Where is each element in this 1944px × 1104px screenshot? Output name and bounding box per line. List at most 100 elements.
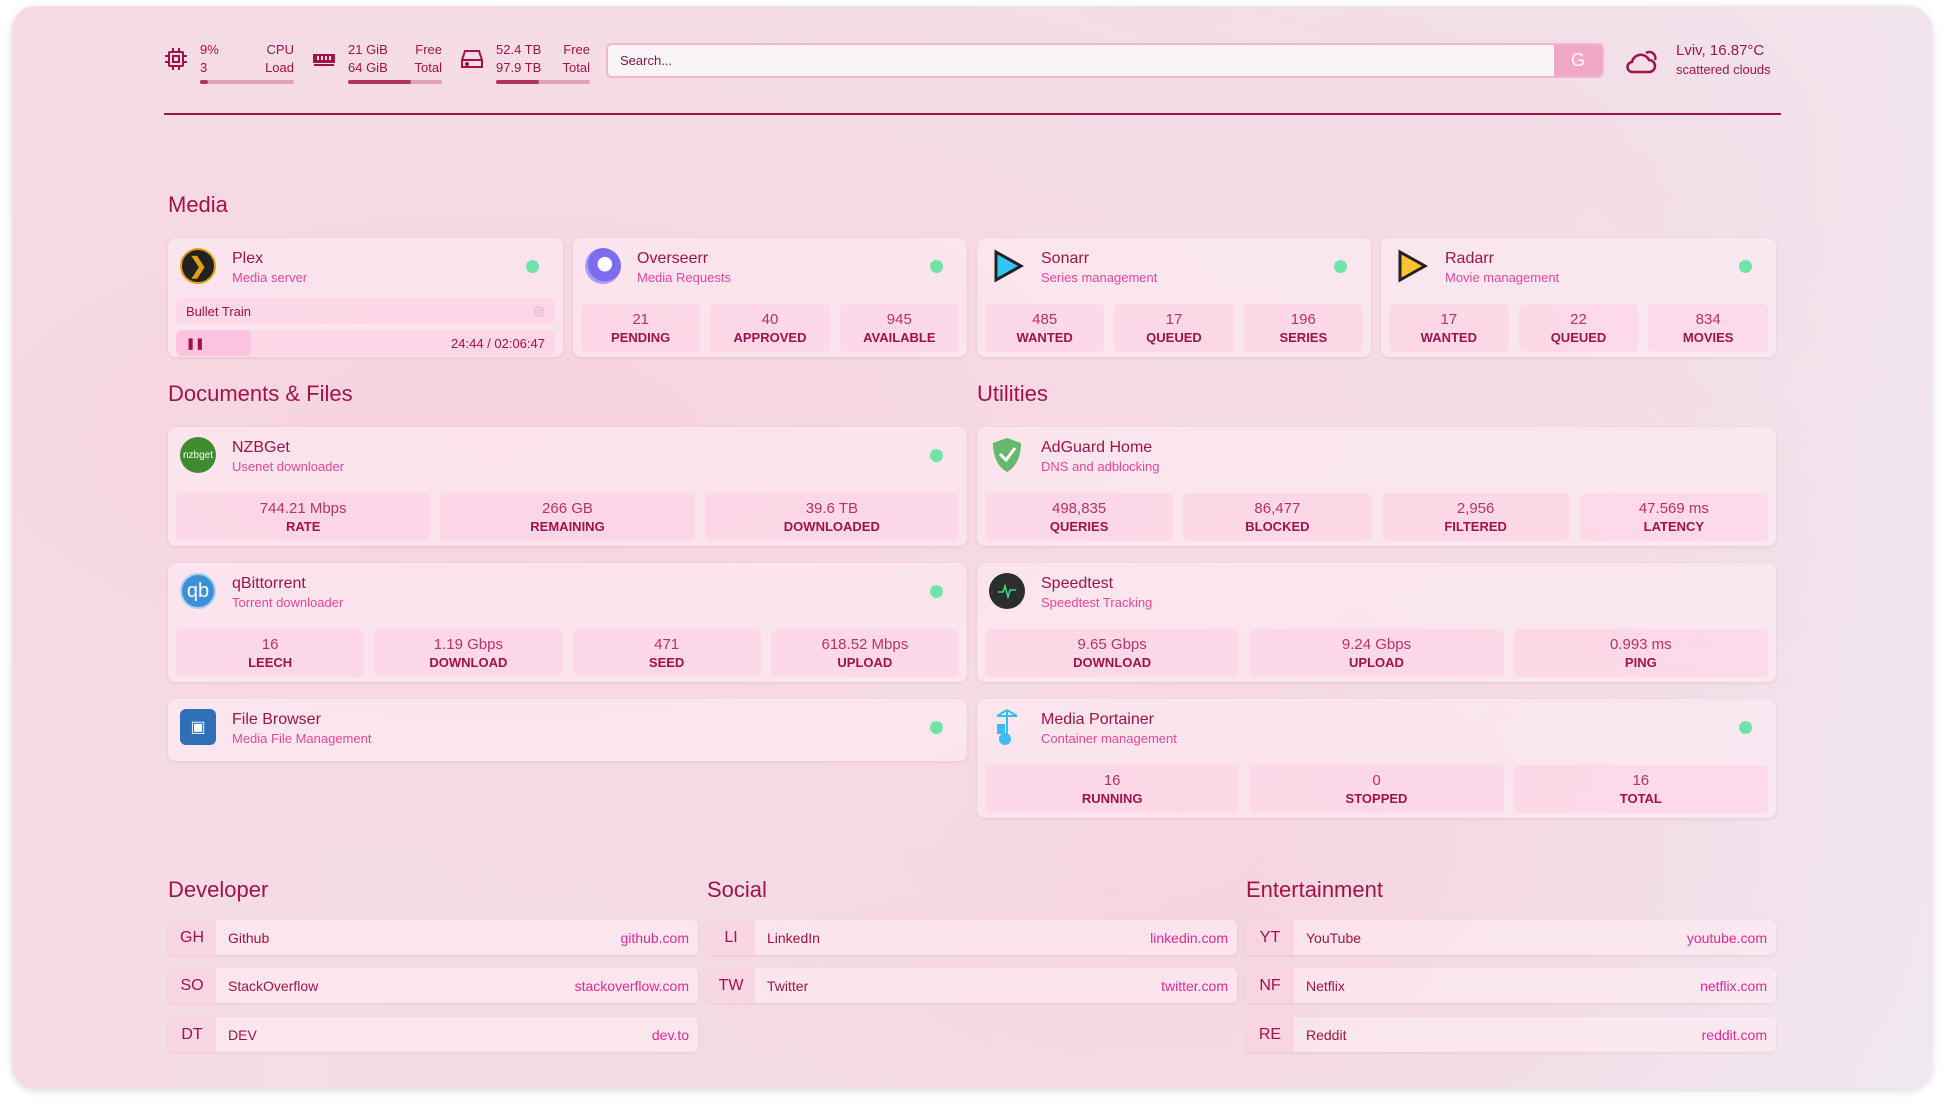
service-card-qbittorrent[interactable]: qb qBittorrent Torrent downloader 16 LEECH… bbox=[168, 563, 967, 682]
search-input[interactable] bbox=[608, 53, 1554, 68]
stat-download: 9.65 Gbps DOWNLOAD bbox=[985, 629, 1240, 677]
service-name: NZBGet bbox=[232, 439, 290, 456]
cpu-load: 3 bbox=[200, 59, 208, 75]
memory-free: 21 GiB bbox=[348, 41, 388, 57]
bookmark-url: reddit.com bbox=[1701, 1026, 1767, 1043]
cpu-label: CPU bbox=[266, 41, 294, 57]
disk-bar bbox=[496, 79, 590, 84]
service-description: Usenet downloader bbox=[232, 459, 345, 474]
dashboard bbox=[12, 6, 1932, 1089]
stat-series: 196 SERIES bbox=[1243, 304, 1363, 352]
stat-ping: 0.993 ms PING bbox=[1513, 629, 1768, 677]
cpu-bar bbox=[200, 79, 294, 84]
stat-upload: 9.24 Gbps UPLOAD bbox=[1249, 629, 1504, 677]
service-name: File Browser bbox=[232, 711, 321, 728]
group-title-documents: Documents & Files bbox=[168, 381, 353, 406]
bookmark-stackoverflow[interactable]: SO StackOverflow stackoverflow.com bbox=[168, 968, 698, 1003]
bookmark-linkedin[interactable]: LI LinkedIn linkedin.com bbox=[707, 920, 1237, 955]
group-title-developer: Developer bbox=[168, 877, 269, 902]
service-name: qBittorrent bbox=[232, 575, 306, 592]
service-card-portainer[interactable]: Media Portainer Container management 16 RU… bbox=[977, 699, 1776, 818]
cpu-icon bbox=[165, 47, 187, 70]
bookmark-github[interactable]: GH Github github.com bbox=[168, 920, 698, 955]
file-browser-logo-icon: ▣ bbox=[180, 709, 216, 745]
stat-wanted: 17 WANTED bbox=[1389, 304, 1509, 352]
service-description: DNS and adblocking bbox=[1041, 459, 1160, 474]
bookmark-url: stackoverflow.com bbox=[574, 977, 689, 994]
status-dot bbox=[526, 260, 539, 273]
overseerr-logo-icon bbox=[585, 248, 621, 284]
stat-filtered: 2,956 FILTERED bbox=[1381, 493, 1570, 541]
free-label: Free bbox=[415, 41, 442, 57]
service-card-plex[interactable]: ❯ Plex Media server Bullet Train ◎ ❚❚ 24:44… bbox=[168, 238, 563, 357]
bookmark-name: Netflix bbox=[1306, 977, 1345, 994]
bookmark-url: dev.to bbox=[651, 1026, 689, 1043]
service-name: Media Portainer bbox=[1041, 711, 1154, 728]
service-description: Media server bbox=[232, 270, 308, 285]
service-card-speedtest[interactable]: Speedtest Speedtest Tracking 9.65 Gbps DOW… bbox=[977, 563, 1776, 682]
disk-free: 52.4 TB bbox=[496, 41, 542, 57]
bookmark-url: linkedin.com bbox=[1150, 929, 1228, 946]
status-dot bbox=[1739, 260, 1752, 273]
stat-queries: 498,835 QUERIES bbox=[985, 493, 1174, 541]
bookmark-url: netflix.com bbox=[1700, 977, 1767, 994]
memory-icon bbox=[313, 53, 335, 66]
service-name: Sonarr bbox=[1041, 250, 1090, 267]
service-card-radarr[interactable]: Radarr Movie management 17 WANTED 22 QUEUED 8… bbox=[1381, 238, 1776, 357]
bookmark-reddit[interactable]: RE Reddit reddit.com bbox=[1246, 1017, 1776, 1052]
service-description: Speedtest Tracking bbox=[1041, 595, 1153, 610]
service-description: Media File Management bbox=[232, 731, 372, 746]
nzbget-logo-icon: nzbget bbox=[180, 437, 216, 473]
stat-downloaded: 39.6 TB DOWNLOADED bbox=[704, 493, 959, 541]
service-description: Series management bbox=[1041, 270, 1158, 285]
memory-total: 64 GiB bbox=[348, 59, 388, 75]
service-description: Media Requests bbox=[637, 270, 731, 285]
service-name: Radarr bbox=[1445, 250, 1494, 267]
disk-resource: 52.4 TB Free 97.9 TB Total bbox=[460, 41, 590, 84]
bookmark-abbr: NF bbox=[1246, 968, 1294, 1003]
stat-remaining: 266 GB REMAINING bbox=[440, 493, 695, 541]
total-label: Total bbox=[562, 59, 590, 75]
bookmark-abbr: TW bbox=[707, 968, 755, 1003]
bookmark-abbr: RE bbox=[1246, 1017, 1294, 1052]
stat-rate: 744.21 Mbps RATE bbox=[176, 493, 431, 541]
service-card-adguard[interactable]: AdGuard Home DNS and adblocking 498,835 QU… bbox=[977, 427, 1776, 546]
header-divider bbox=[164, 113, 1781, 115]
service-name: AdGuard Home bbox=[1041, 439, 1153, 456]
load-label: Load bbox=[265, 59, 294, 75]
service-card-file-browser[interactable]: ▣ File Browser Media File Management bbox=[168, 699, 967, 761]
bookmark-name: LinkedIn bbox=[767, 929, 820, 946]
cpu-resource: 9% CPU 3 Load bbox=[164, 41, 294, 84]
speedtest-pulse-icon bbox=[989, 573, 1025, 609]
pause-button[interactable]: ❚❚ bbox=[176, 330, 251, 356]
weather-widget: Lviv, 16.87°C scattered clouds bbox=[1624, 42, 1771, 77]
service-card-nzbget[interactable]: nzbget NZBGet Usenet downloader 744.21 Mb… bbox=[168, 427, 967, 546]
service-card-sonarr[interactable]: Sonarr Series management 485 WANTED 17 QUEUE… bbox=[977, 238, 1371, 357]
group-title-social: Social bbox=[707, 877, 767, 902]
memory-resource: 21 GiB Free 64 GiB Total bbox=[312, 41, 442, 84]
bookmark-twitter[interactable]: TW Twitter twitter.com bbox=[707, 968, 1237, 1003]
google-search-button[interactable]: G bbox=[1554, 45, 1602, 76]
stat-total: 16 TOTAL bbox=[1513, 765, 1768, 813]
resources-widget: 9% CPU 3 Load 21 GiB Free 64 GiB Total 52.4 TB… bbox=[164, 41, 608, 84]
bookmark-name: Github bbox=[228, 929, 270, 946]
service-description: Movie management bbox=[1445, 270, 1560, 285]
portainer-crane-icon bbox=[989, 709, 1025, 745]
group-title-entertainment: Entertainment bbox=[1246, 877, 1383, 902]
group-title-utilities: Utilities bbox=[977, 381, 1048, 406]
stat-queued: 22 QUEUED bbox=[1518, 304, 1639, 352]
bookmark-dev[interactable]: DT DEV dev.to bbox=[168, 1017, 698, 1052]
bookmark-name: Reddit bbox=[1306, 1026, 1347, 1043]
weather-condition: scattered clouds bbox=[1676, 62, 1771, 77]
stat-seed: 471 SEED bbox=[572, 629, 761, 677]
stat-download: 1.19 Gbps DOWNLOAD bbox=[374, 629, 563, 677]
bookmark-abbr: GH bbox=[168, 920, 216, 955]
memory-bar bbox=[348, 79, 442, 84]
bookmark-youtube[interactable]: YT YouTube youtube.com bbox=[1246, 920, 1776, 955]
adguard-shield-icon bbox=[989, 437, 1025, 473]
status-dot bbox=[1739, 721, 1752, 734]
bookmark-netflix[interactable]: NF Netflix netflix.com bbox=[1246, 968, 1776, 1003]
disk-total: 97.9 TB bbox=[496, 59, 542, 75]
service-card-overseerr[interactable]: Overseerr Media Requests 21 PENDING 40 APPRO… bbox=[573, 238, 967, 357]
free-label: Free bbox=[563, 41, 590, 57]
